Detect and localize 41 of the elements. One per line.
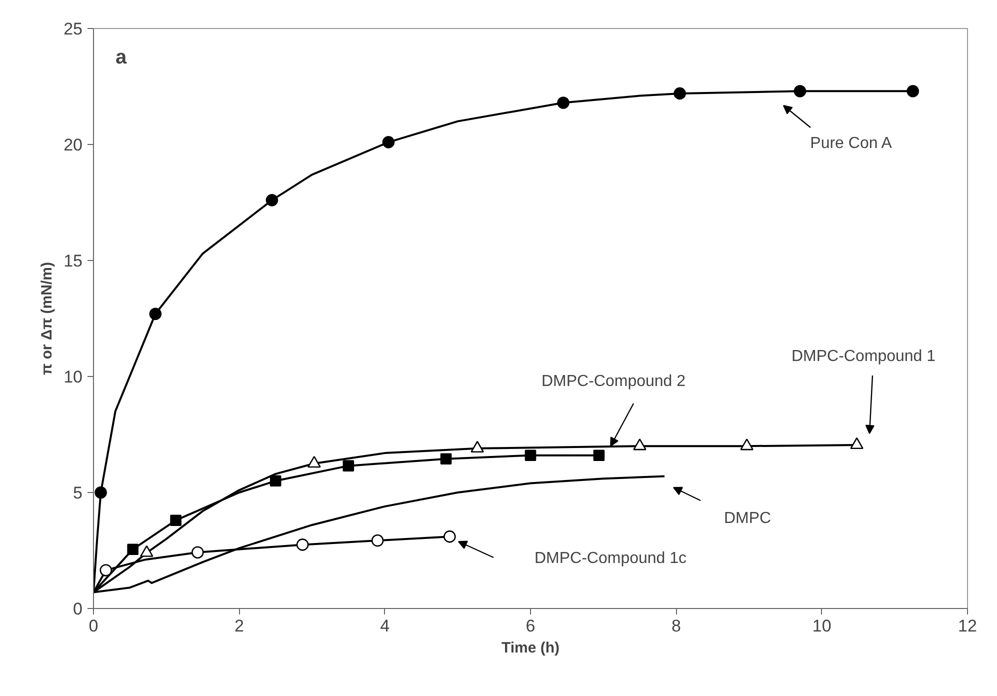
point [296,538,309,551]
y-tick-label: 15 [64,252,83,270]
point [794,85,806,98]
y-tick-label: 10 [64,368,83,386]
x-tick-label: 12 [958,616,977,636]
point [444,530,456,543]
y-tick-label: 0 [73,600,83,618]
x-tick-label: 8 [671,616,681,636]
point [557,96,570,109]
point [270,475,282,487]
y-tick-label: 25 [64,20,83,38]
annotation: DMPC [724,510,772,527]
point [674,87,686,100]
x-axis-title: Time (h) [501,640,560,656]
point [149,308,162,320]
y-tick-label: 20 [64,136,83,154]
point [127,544,138,555]
annotation: DMPC-Compound 2 [541,373,686,390]
point [266,194,278,206]
x-tick-label: 0 [88,616,98,636]
x-tick-label: 2 [234,616,244,636]
point [440,453,452,465]
annotation: Pure Con A [810,135,892,152]
point [170,514,182,526]
point [906,85,920,98]
annotation: DMPC-Compound 1 [791,348,936,365]
point [371,534,384,547]
y-axis-title: π or Δπ (mN/m) [38,262,56,375]
annotation: a [116,46,128,68]
annotation: DMPC-Compound 1c [534,550,687,567]
point [100,564,112,576]
point [593,450,605,462]
x-tick-label: 6 [526,616,536,636]
point [382,136,395,148]
x-tick-label: 10 [812,616,832,636]
point [524,450,536,462]
point [94,486,107,499]
y-tick-label: 5 [73,484,83,502]
x-tick-label: 4 [380,616,390,636]
point [192,546,204,558]
point [342,460,354,472]
